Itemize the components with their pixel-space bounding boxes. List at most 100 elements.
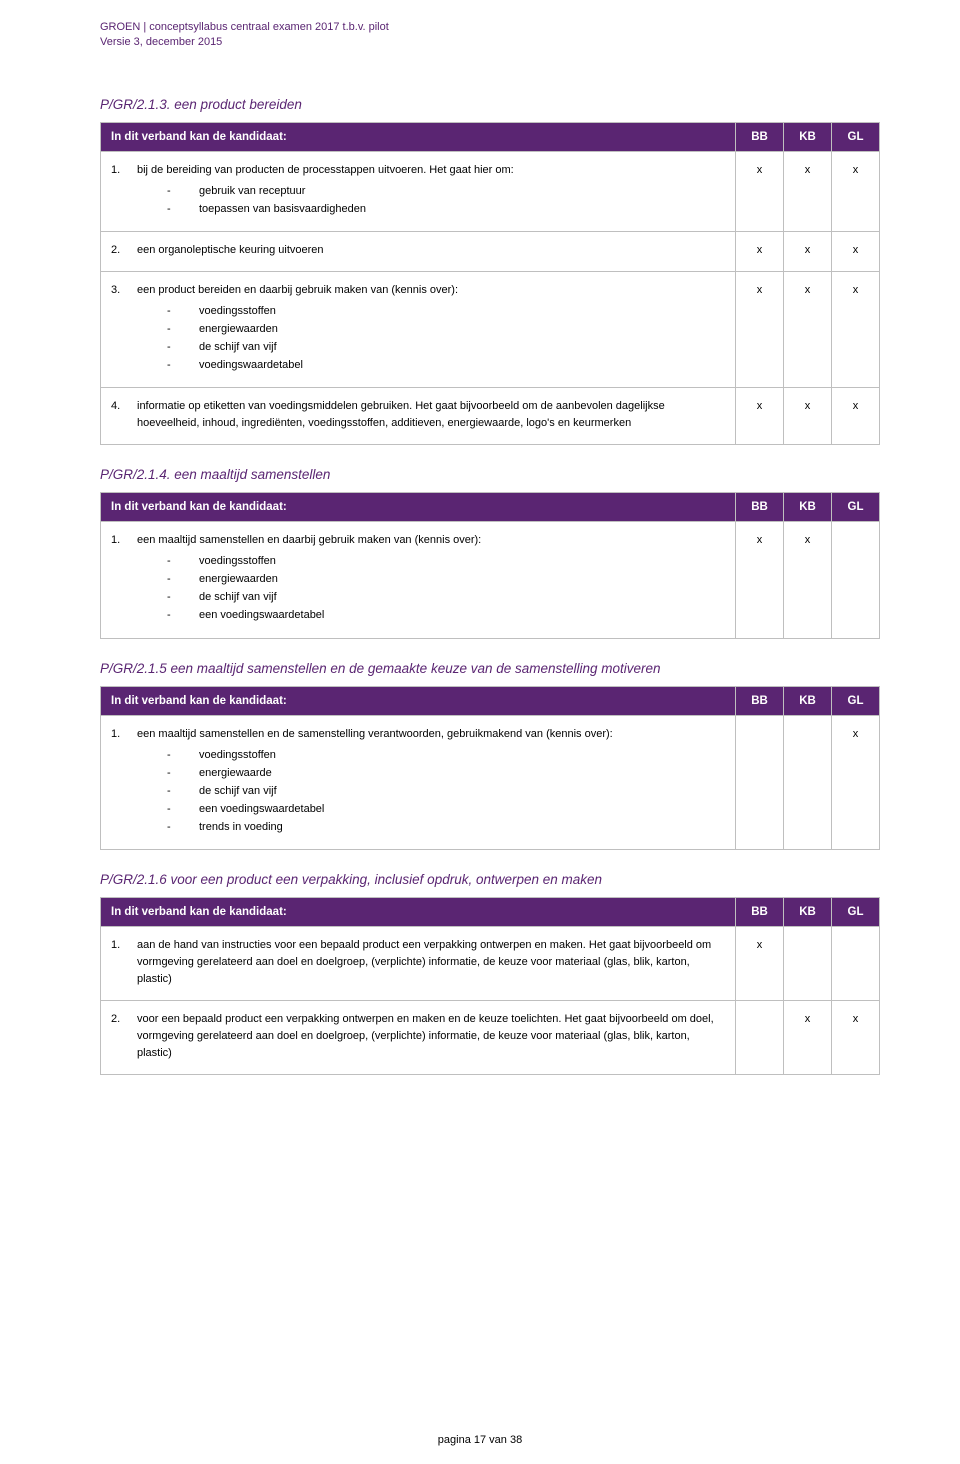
- row-description-cell: 3.een product bereiden en daarbij gebrui…: [101, 271, 736, 387]
- row-bullet: voedingsstoffen: [167, 553, 725, 570]
- row-bullet-list: voedingsstoffenenergiewaardende schijf v…: [137, 303, 725, 374]
- cell-kb: x: [784, 388, 832, 445]
- row-description-cell: 2.voor een bepaald product een verpakkin…: [101, 1000, 736, 1074]
- cell-kb: [784, 926, 832, 1000]
- col-header-kb: KB: [784, 493, 832, 522]
- header-line-1: GROEN | conceptsyllabus centraal examen …: [100, 20, 880, 35]
- cell-bb: x: [736, 151, 784, 231]
- cell-bb: x: [736, 522, 784, 638]
- section-title: P/GR/2.1.6 voor een product een verpakki…: [100, 872, 880, 887]
- row-text: voor een bepaald product een verpakking …: [137, 1013, 714, 1059]
- col-header-kb: KB: [784, 122, 832, 151]
- cell-bb: [736, 715, 784, 849]
- row-number: 4.: [111, 398, 137, 432]
- cell-kb: x: [784, 1000, 832, 1074]
- row-bullet: trends in voeding: [167, 819, 725, 836]
- row-number: 3.: [111, 282, 137, 375]
- col-header-bb: BB: [736, 686, 784, 715]
- col-header-desc: In dit verband kan de kandidaat:: [101, 897, 736, 926]
- row-bullet: energiewaarde: [167, 765, 725, 782]
- col-header-desc: In dit verband kan de kandidaat:: [101, 493, 736, 522]
- col-header-bb: BB: [736, 493, 784, 522]
- section-title: P/GR/2.1.3. een product bereiden: [100, 97, 880, 112]
- cell-kb: x: [784, 151, 832, 231]
- row-text: een organoleptische keuring uitvoeren: [137, 244, 324, 256]
- row-bullet: toepassen van basisvaardigheden: [167, 201, 725, 218]
- row-bullet: energiewaarden: [167, 571, 725, 588]
- table-row: 2.een organoleptische keuring uitvoerenx…: [101, 231, 880, 271]
- row-text: een maaltijd samenstellen en daarbij geb…: [137, 534, 481, 546]
- table-row: 3.een product bereiden en daarbij gebrui…: [101, 271, 880, 387]
- col-header-gl: GL: [832, 122, 880, 151]
- criteria-table: In dit verband kan de kandidaat:BBKBGL 1.…: [100, 686, 880, 850]
- row-number: 2.: [111, 242, 137, 259]
- row-bullet: een voedingswaardetabel: [167, 607, 725, 624]
- table-row: 4.informatie op etiketten van voedingsmi…: [101, 388, 880, 445]
- table-row: 1.een maaltijd samenstellen en de samens…: [101, 715, 880, 849]
- header-line-2: Versie 3, december 2015: [100, 35, 880, 50]
- cell-gl: x: [832, 271, 880, 387]
- cell-gl: [832, 926, 880, 1000]
- table-row: 2.voor een bepaald product een verpakkin…: [101, 1000, 880, 1074]
- table-row: 1.bij de bereiding van producten de proc…: [101, 151, 880, 231]
- row-text: aan de hand van instructies voor een bep…: [137, 939, 711, 985]
- page-footer: pagina 17 van 38: [0, 1434, 960, 1446]
- row-description-cell: 1.een maaltijd samenstellen en de samens…: [101, 715, 736, 849]
- row-number: 1.: [111, 162, 137, 219]
- col-header-kb: KB: [784, 686, 832, 715]
- section-title: P/GR/2.1.5 een maaltijd samenstellen en …: [100, 661, 880, 676]
- page-header: GROEN | conceptsyllabus centraal examen …: [100, 20, 880, 51]
- row-bullet: gebruik van receptuur: [167, 183, 725, 200]
- row-text: een product bereiden en daarbij gebruik …: [137, 284, 458, 296]
- row-bullet: de schijf van vijf: [167, 589, 725, 606]
- table-row: 1.aan de hand van instructies voor een b…: [101, 926, 880, 1000]
- row-description-cell: 1.bij de bereiding van producten de proc…: [101, 151, 736, 231]
- criteria-table: In dit verband kan de kandidaat:BBKBGL 1.…: [100, 122, 880, 446]
- col-header-desc: In dit verband kan de kandidaat:: [101, 122, 736, 151]
- cell-gl: x: [832, 715, 880, 849]
- row-text: informatie op etiketten van voedingsmidd…: [137, 400, 665, 429]
- cell-kb: x: [784, 271, 832, 387]
- row-bullet: energiewaarden: [167, 321, 725, 338]
- cell-gl: x: [832, 1000, 880, 1074]
- row-bullet: de schijf van vijf: [167, 783, 725, 800]
- section-title: P/GR/2.1.4. een maaltijd samenstellen: [100, 467, 880, 482]
- col-header-kb: KB: [784, 897, 832, 926]
- criteria-table: In dit verband kan de kandidaat:BBKBGL 1.…: [100, 897, 880, 1075]
- row-bullet: voedingsstoffen: [167, 303, 725, 320]
- col-header-bb: BB: [736, 897, 784, 926]
- row-text: bij de bereiding van producten de proces…: [137, 164, 514, 176]
- row-text: een maaltijd samenstellen en de samenste…: [137, 728, 613, 740]
- cell-bb: x: [736, 926, 784, 1000]
- row-bullet-list: gebruik van receptuurtoepassen van basis…: [137, 183, 725, 218]
- criteria-table: In dit verband kan de kandidaat:BBKBGL 1.…: [100, 492, 880, 638]
- cell-bb: x: [736, 388, 784, 445]
- row-bullet: een voedingswaardetabel: [167, 801, 725, 818]
- row-bullet-list: voedingsstoffenenergiewaardende schijf v…: [137, 553, 725, 624]
- table-row: 1.een maaltijd samenstellen en daarbij g…: [101, 522, 880, 638]
- col-header-desc: In dit verband kan de kandidaat:: [101, 686, 736, 715]
- row-number: 2.: [111, 1011, 137, 1062]
- page: GROEN | conceptsyllabus centraal examen …: [0, 0, 960, 1464]
- cell-bb: x: [736, 231, 784, 271]
- cell-bb: x: [736, 271, 784, 387]
- col-header-bb: BB: [736, 122, 784, 151]
- sections-container: P/GR/2.1.3. een product bereiden In dit v…: [100, 97, 880, 1075]
- cell-kb: [784, 715, 832, 849]
- cell-gl: x: [832, 231, 880, 271]
- col-header-gl: GL: [832, 686, 880, 715]
- row-number: 1.: [111, 532, 137, 625]
- row-description-cell: 2.een organoleptische keuring uitvoeren: [101, 231, 736, 271]
- cell-kb: x: [784, 522, 832, 638]
- col-header-gl: GL: [832, 897, 880, 926]
- cell-bb: [736, 1000, 784, 1074]
- row-description-cell: 1.aan de hand van instructies voor een b…: [101, 926, 736, 1000]
- row-bullet: voedingsstoffen: [167, 747, 725, 764]
- row-number: 1.: [111, 726, 137, 837]
- cell-kb: x: [784, 231, 832, 271]
- row-description-cell: 1.een maaltijd samenstellen en daarbij g…: [101, 522, 736, 638]
- col-header-gl: GL: [832, 493, 880, 522]
- row-bullet-list: voedingsstoffenenergiewaardede schijf va…: [137, 747, 725, 836]
- cell-gl: [832, 522, 880, 638]
- cell-gl: x: [832, 388, 880, 445]
